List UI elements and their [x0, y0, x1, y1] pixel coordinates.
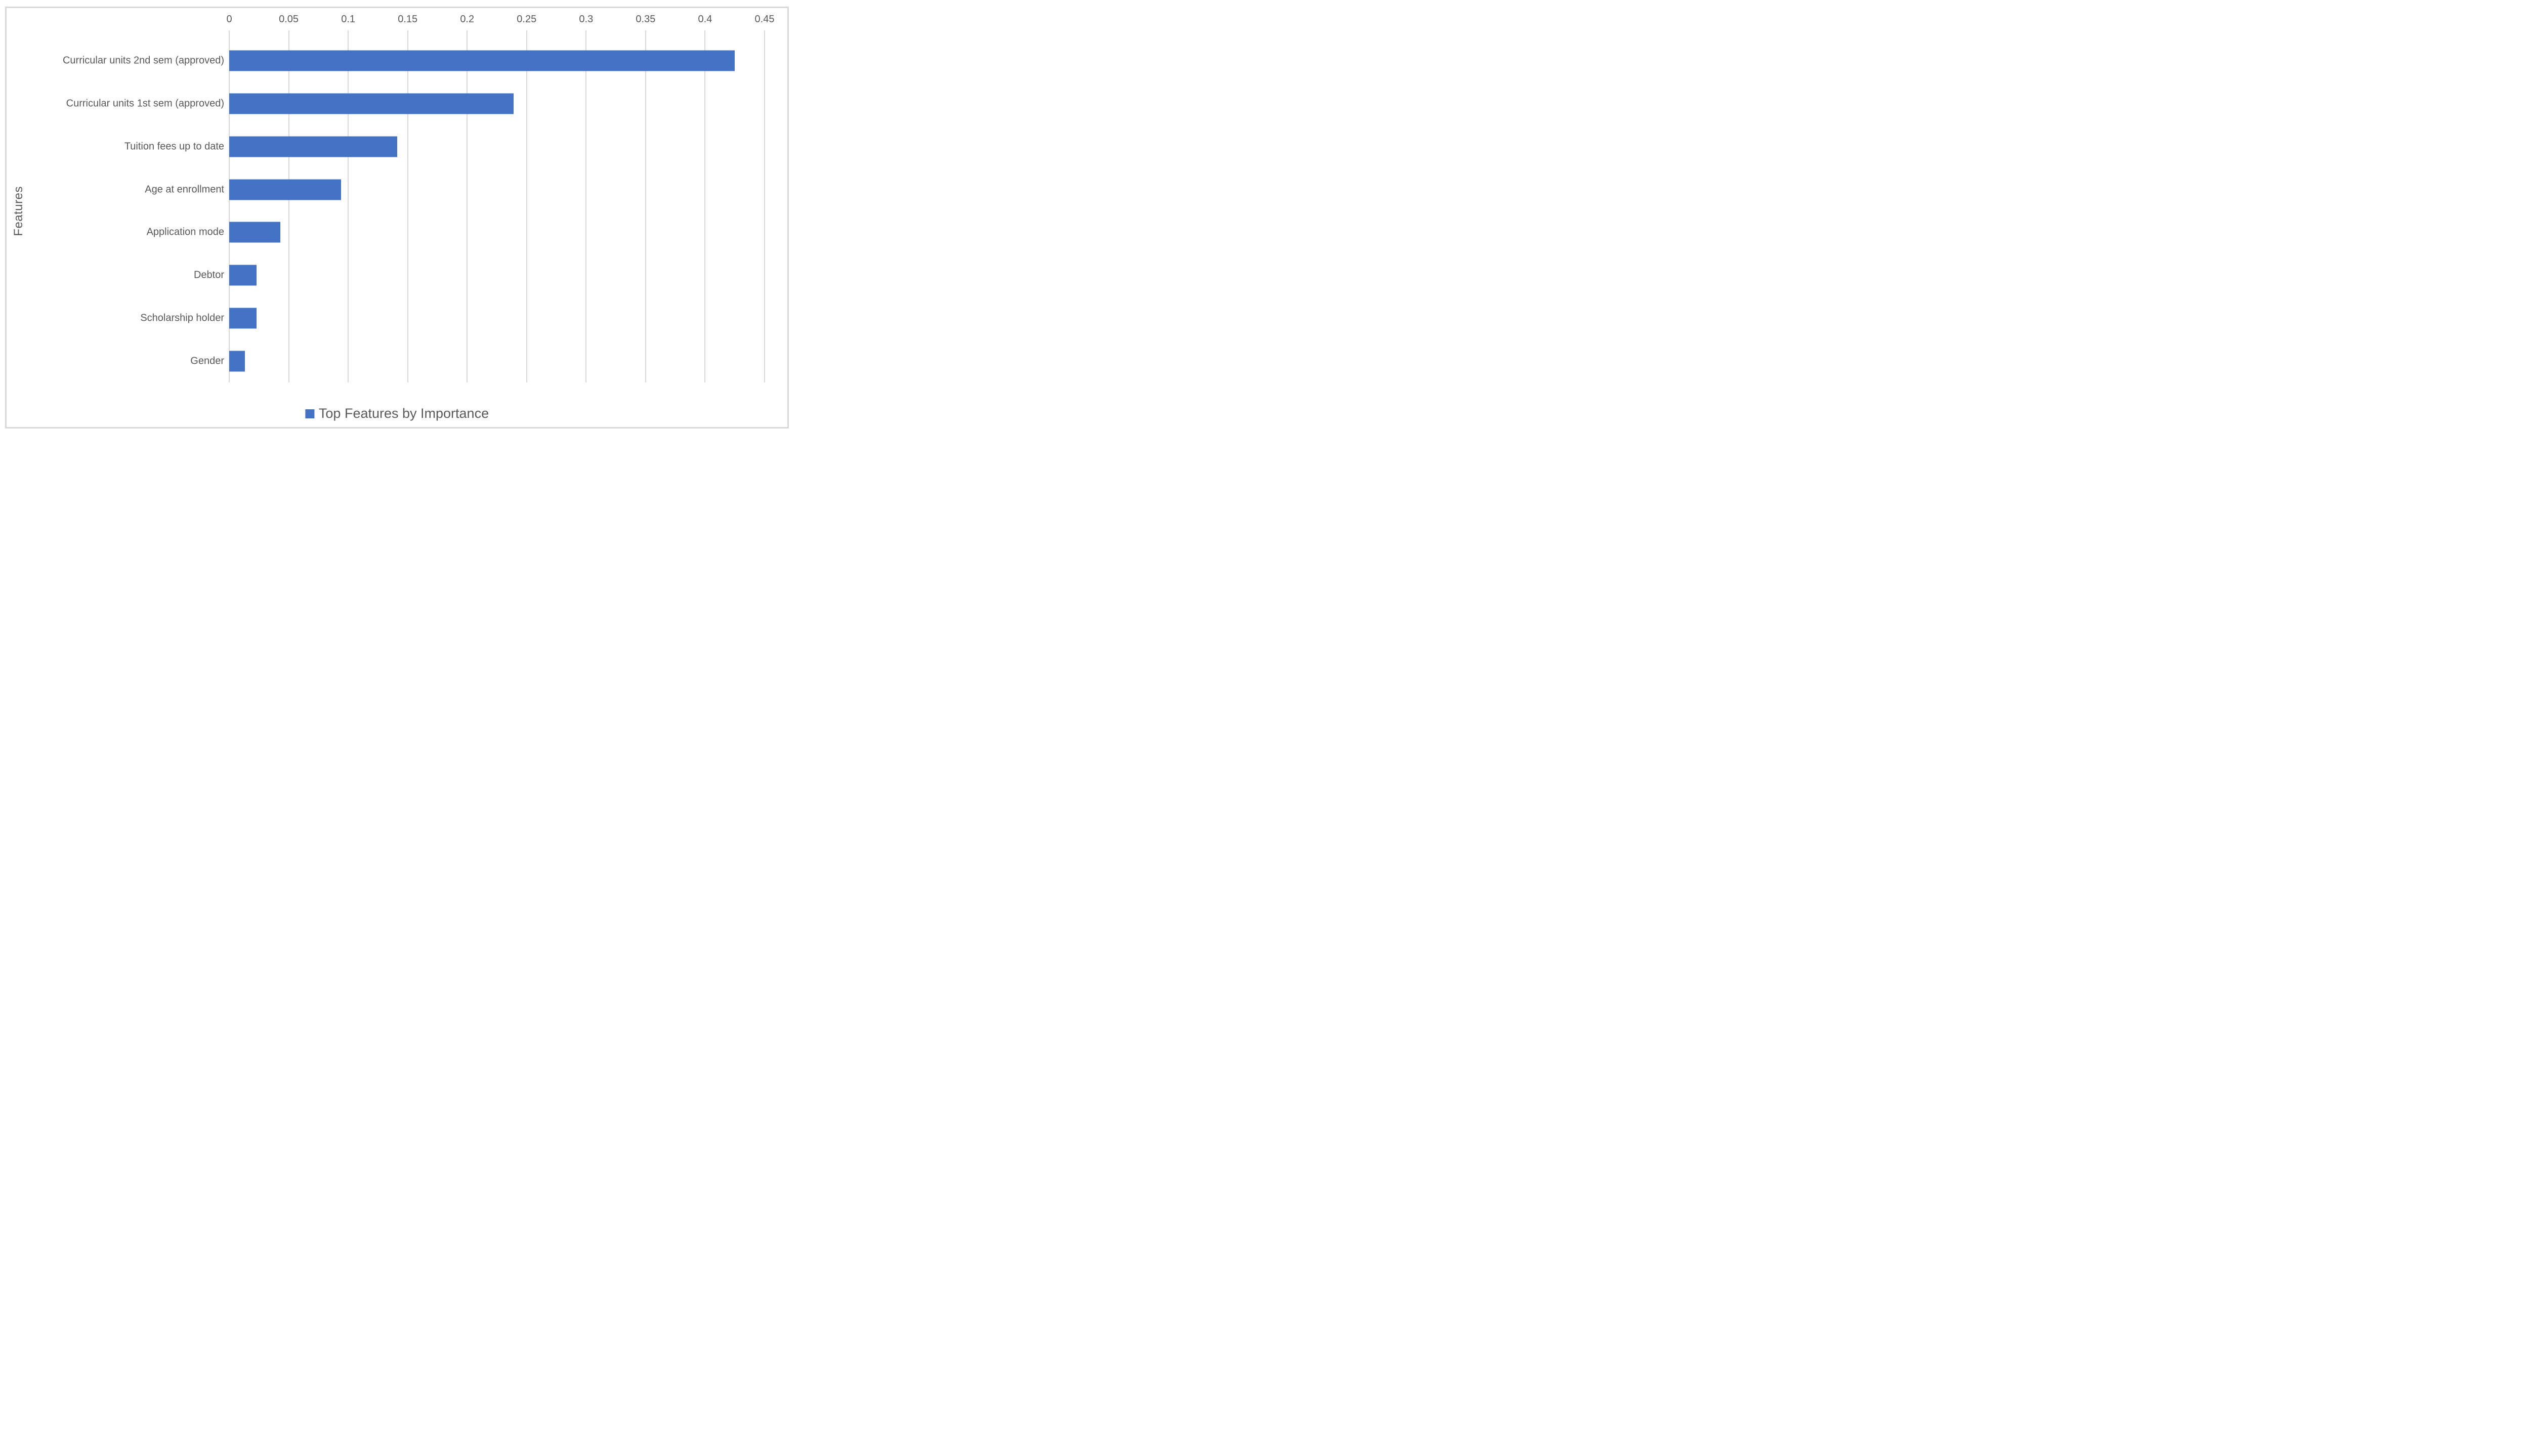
- bar-row: Application mode: [147, 211, 765, 254]
- bar[interactable]: [229, 93, 514, 114]
- gridline: [704, 30, 706, 382]
- category-label: Application mode: [146, 226, 224, 238]
- bar-row: Tuition fees up to date: [124, 125, 765, 168]
- category-label: Curricular units 1st sem (approved): [66, 98, 224, 109]
- chart-frame: Features 0 0.05 0.1 0.15 0.2 0.25 0.3 0.35 0.4 0.…: [5, 7, 789, 429]
- bar[interactable]: [229, 50, 735, 71]
- category-label: Gender: [190, 355, 224, 367]
- bar-row: Debtor: [194, 254, 765, 297]
- category-label: Tuition fees up to date: [124, 141, 224, 152]
- x-tick-label: 0.25: [517, 14, 537, 25]
- x-tick-label: 0.1: [341, 14, 356, 25]
- bar[interactable]: [229, 179, 341, 200]
- legend-swatch-icon: [305, 409, 314, 418]
- gridline: [229, 30, 230, 382]
- bar-row: Scholarship holder: [140, 297, 765, 340]
- chart-canvas: Features 0 0.05 0.1 0.15 0.2 0.25 0.3 0.35 0.4 0.…: [0, 0, 795, 437]
- gridline: [407, 30, 408, 382]
- gridline: [288, 30, 289, 382]
- bar-row: Curricular units 2nd sem (approved): [63, 39, 765, 82]
- x-tick-label: 0.45: [754, 14, 775, 25]
- bar[interactable]: [229, 222, 281, 243]
- gridline: [348, 30, 349, 382]
- gridline: [526, 30, 527, 382]
- x-tick-label: 0: [226, 14, 232, 25]
- x-tick-label: 0.4: [698, 14, 712, 25]
- category-label: Curricular units 2nd sem (approved): [62, 55, 224, 66]
- x-tick-label: 0.15: [398, 14, 418, 25]
- x-tick-label: 0.2: [460, 14, 475, 25]
- legend-label: Top Features by Importance: [318, 406, 489, 421]
- y-axis-title-container: Features: [8, 39, 30, 382]
- x-tick-label: 0.35: [636, 14, 656, 25]
- bar-row: Gender: [190, 339, 765, 382]
- category-label: Debtor: [193, 269, 224, 281]
- bar-row: Age at enrollment: [145, 168, 765, 211]
- x-tick-label: 0.3: [579, 14, 594, 25]
- bar[interactable]: [229, 136, 397, 157]
- gridline: [764, 30, 765, 382]
- category-label: Scholarship holder: [140, 312, 224, 324]
- x-tick-label: 0.05: [279, 14, 299, 25]
- gridline: [585, 30, 587, 382]
- gridline: [467, 30, 468, 382]
- plot-area: 0 0.05 0.1 0.15 0.2 0.25 0.3 0.35 0.4 0.45 Curricu…: [63, 14, 774, 382]
- category-label: Age at enrollment: [145, 184, 224, 195]
- bar[interactable]: [229, 308, 257, 329]
- gridline: [645, 30, 646, 382]
- bar[interactable]: [229, 265, 257, 286]
- bar[interactable]: [229, 351, 245, 372]
- y-axis-title: Features: [12, 186, 25, 236]
- legend[interactable]: Top Features by Importance: [305, 407, 489, 420]
- bar-row: Curricular units 1st sem (approved): [66, 82, 765, 125]
